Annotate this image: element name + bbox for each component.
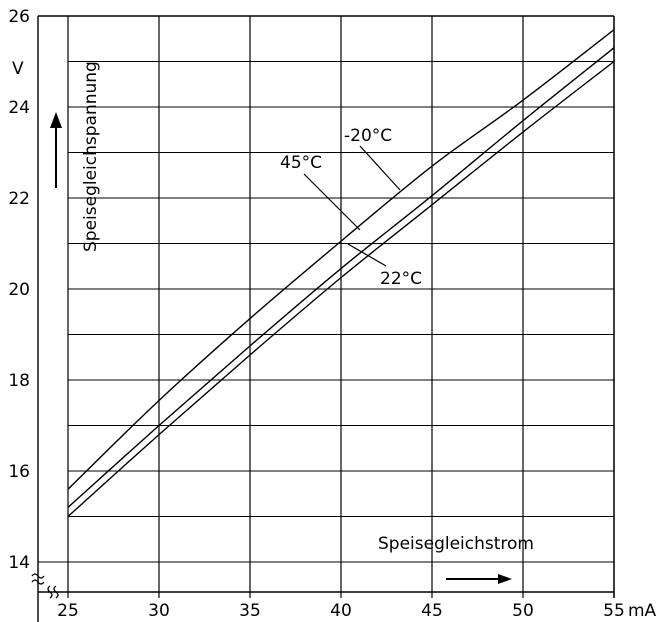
series-line-1 (67, 47, 615, 508)
y-tick-label: 20 (8, 280, 30, 300)
y-axis-arrowhead (50, 112, 62, 128)
series-label-1: 45°C (280, 153, 322, 173)
x-tick-label: 45 (421, 601, 443, 621)
y-tick-label: 26 (8, 7, 30, 27)
x-tick-label: 55 (603, 601, 625, 621)
y-unit-label: V (12, 59, 24, 79)
x-tick-label: 35 (239, 601, 261, 621)
y-tick-label: 14 (8, 553, 30, 573)
axis-labels: VmA Speisegleichspannung Speisegleichstrom… (12, 59, 657, 621)
series-label-0: -20°C (344, 126, 392, 146)
x-break-mark (53, 585, 59, 599)
y-axis-label: Speisegleichspannung (81, 61, 101, 252)
x-unit-label: mA (628, 601, 657, 621)
series-curves (67, 29, 615, 518)
x-tick-label: 25 (57, 601, 79, 621)
x-tick-label: 40 (330, 601, 352, 621)
y-tick-label: 24 (8, 98, 30, 118)
x-tick-label: 30 (148, 601, 170, 621)
y-break-mark (31, 573, 45, 579)
x-break-mark (47, 585, 53, 599)
axis-break (31, 573, 59, 599)
series-leader-1 (303, 173, 361, 231)
x-axis-arrowhead (498, 574, 512, 584)
y-tick-label: 16 (8, 462, 30, 482)
x-tick-label: 50 (512, 601, 534, 621)
y-break-mark (31, 579, 45, 585)
x-axis-label: Speisegleichstrom (378, 534, 534, 554)
series-leader-2 (347, 243, 387, 267)
grid (67, 15, 615, 598)
series-leader-0 (359, 145, 401, 191)
series-line-0 (67, 29, 615, 490)
series-label-2: 22°C (380, 269, 422, 289)
y-tick-label: 22 (8, 189, 30, 209)
series-line-2 (67, 60, 615, 518)
y-tick-label: 18 (8, 371, 30, 391)
plot-frame (37, 15, 615, 622)
tick-labels: 14 16 18 20 22 24 26 25 30 35 40 45 50 55 (8, 7, 624, 621)
